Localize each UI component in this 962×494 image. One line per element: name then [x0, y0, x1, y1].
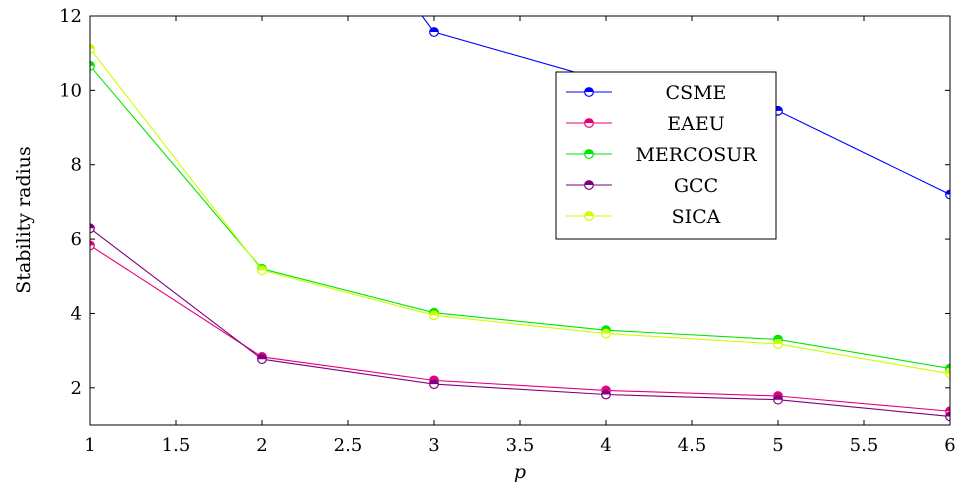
x-tick-label: 4 — [600, 435, 611, 456]
legend-label: SICA — [672, 206, 721, 228]
x-tick-label: 1.5 — [162, 435, 191, 456]
x-tick-label: 6 — [944, 435, 955, 456]
x-tick-label: 1 — [84, 435, 95, 456]
y-axis-title: Stability radius — [13, 146, 35, 293]
legend-swatch-marker — [585, 181, 594, 190]
data-point-sica — [602, 329, 611, 338]
y-tick-label: 4 — [71, 303, 82, 324]
y-tick-label: 8 — [71, 155, 82, 176]
legend-label: CSME — [666, 82, 727, 104]
legend-label: GCC — [674, 175, 718, 197]
legend-swatch-marker — [585, 212, 594, 221]
data-point-gcc — [258, 355, 267, 364]
legend-label: EAEU — [667, 113, 724, 135]
legend-swatch-marker — [585, 119, 594, 128]
x-tick-label: 4.5 — [678, 435, 707, 456]
data-point-sica — [774, 340, 783, 349]
legend-swatch-marker — [585, 88, 594, 97]
y-tick-label: 2 — [71, 378, 82, 399]
y-tick-label: 6 — [71, 229, 82, 250]
legend-label: MERCOSUR — [635, 144, 757, 166]
x-tick-label: 2 — [256, 435, 267, 456]
data-point-gcc — [774, 395, 783, 404]
data-point-gcc — [430, 380, 439, 389]
data-point-gcc — [602, 390, 611, 399]
x-tick-label: 5.5 — [850, 435, 879, 456]
x-tick-label: 3 — [428, 435, 439, 456]
x-tick-label: 3.5 — [506, 435, 535, 456]
data-point-csme — [430, 28, 439, 37]
x-tick-label: 2.5 — [334, 435, 363, 456]
plot-area — [90, 16, 950, 425]
x-axis-title: p — [514, 461, 526, 483]
legend-swatch-marker — [585, 150, 594, 159]
data-point-sica — [258, 266, 267, 275]
data-point-sica — [430, 311, 439, 320]
x-tick-label: 5 — [772, 435, 783, 456]
y-tick-label: 10 — [59, 80, 82, 101]
legend: CSME EAEU MERCOSUR GCC SICA — [556, 72, 776, 239]
y-tick-label: 12 — [59, 6, 82, 27]
